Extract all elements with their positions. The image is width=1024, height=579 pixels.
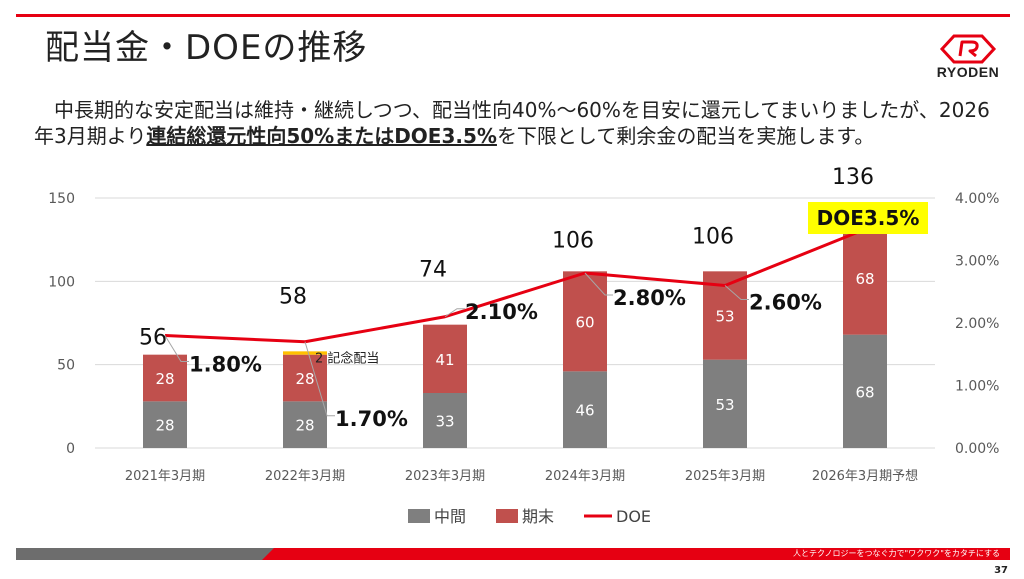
bar-interim-label: 33 — [435, 413, 454, 431]
y-right-tick-label: 4.00% — [955, 191, 999, 207]
doe-leader-line — [724, 285, 749, 300]
doe-leader-line — [444, 308, 465, 318]
bar-interim — [843, 334, 887, 448]
y-right-tick-label: 3.00% — [955, 254, 999, 270]
doe-leader-line — [584, 272, 613, 296]
bar-year-end-label: 28 — [155, 370, 174, 388]
page-title: 配当金・DOEの推移 — [45, 28, 368, 68]
bar-year-end-label: 41 — [435, 351, 454, 369]
legend-swatch — [496, 509, 518, 523]
bar-interim-label: 28 — [155, 417, 174, 435]
bar-year-end-label: 28 — [295, 370, 314, 388]
doe-leader-line — [304, 341, 335, 417]
bar-year-end — [143, 354, 187, 402]
bar-total-label: 58 — [279, 284, 307, 309]
bar-year-end — [283, 354, 327, 402]
doe-label: 2.80% — [613, 286, 686, 310]
legend-label: DOE — [616, 507, 651, 526]
y-right-tick-label: 0.00% — [955, 441, 999, 457]
bar-interim — [143, 401, 187, 448]
footer-slogan: 人とテクノロジーをつなぐ力で"ワクワク"をカタチにする — [793, 549, 1000, 558]
x-tick-label: 2022年3月期 — [265, 469, 345, 484]
bar-year-end-label: 60 — [575, 313, 594, 331]
intro-paragraph: 中長期的な安定配当は維持・継続しつつ、配当性向40%〜60%を目安に還元してまい… — [34, 97, 1004, 149]
bar-year-end-label: 53 — [715, 308, 734, 326]
bar-interim-label: 68 — [855, 383, 874, 401]
bar-interim-label: 53 — [715, 396, 734, 414]
legend-label: 中間 — [434, 507, 466, 526]
doe-label: 2.10% — [465, 300, 538, 324]
bar-commemorative — [283, 351, 327, 355]
page-number: 37 — [994, 565, 1008, 576]
bar-year-end — [423, 324, 467, 393]
doe-label: DOE3.5% — [817, 206, 920, 230]
x-tick-label: 2026年3月期予想 — [812, 468, 918, 484]
legend-label: 期末 — [522, 507, 554, 526]
x-tick-label: 2024年3月期 — [545, 469, 625, 484]
doe-label: 1.80% — [189, 353, 262, 377]
bar-interim — [423, 393, 467, 448]
bar-interim-label: 46 — [575, 402, 594, 420]
intro-text-2: を下限として剰余金の配当を実施します。 — [496, 124, 875, 148]
y-right-tick-label: 1.00% — [955, 379, 999, 395]
bar-total-label: 74 — [419, 258, 447, 283]
logo-text: RYODEN — [936, 64, 1000, 80]
doe-line — [164, 227, 866, 344]
bar-interim — [283, 401, 327, 448]
bar-interim — [563, 371, 607, 448]
bar-year-end — [843, 221, 887, 335]
y-left-tick-label: 150 — [48, 191, 75, 207]
y-left-tick-label: 0 — [66, 441, 75, 457]
company-logo: RYODEN — [932, 34, 1004, 88]
legend-swatch — [408, 509, 430, 523]
intro-emphasis: 連結総還元性向50%またはDOE3.5% — [146, 124, 497, 148]
bar-interim — [703, 359, 747, 448]
doe-highlight-box — [808, 202, 928, 234]
top-rule — [16, 14, 1010, 17]
dividend-doe-chart: 0 50 100 150 0.00% 1.00% 2.00% 3.00% 4.00% 2021年3… — [48, 165, 999, 526]
intro-text-1: 中長期的な安定配当は維持・継続しつつ、配当性向40%〜60%を目安に還元してまい… — [34, 98, 990, 148]
bar-total-label: 106 — [692, 224, 734, 249]
bar-total-label: 56 — [139, 326, 167, 351]
bar-year-end — [563, 271, 607, 372]
y-right-tick-label: 2.00% — [955, 316, 999, 332]
doe-label: 1.70% — [335, 407, 408, 431]
y-left-tick-label: 50 — [57, 358, 75, 374]
x-tick-label: 2023年3月期 — [405, 469, 485, 484]
bar-interim-label: 28 — [295, 417, 314, 435]
commemorative-label: 2 記念配当 — [315, 350, 379, 366]
doe-label: 2.60% — [749, 291, 822, 315]
footer-bar-grey — [16, 548, 274, 560]
ryoden-emblem-icon — [939, 34, 997, 64]
y-left-tick-label: 100 — [48, 274, 75, 290]
bar-total-label: 136 — [832, 165, 874, 190]
doe-leader-line — [164, 335, 189, 362]
x-tick-label: 2025年3月期 — [685, 469, 765, 484]
bar-year-end-label: 68 — [855, 270, 874, 288]
footer-bar-red — [262, 548, 1010, 560]
x-tick-label: 2021年3月期 — [125, 469, 205, 484]
bar-total-label: 106 — [552, 228, 594, 253]
